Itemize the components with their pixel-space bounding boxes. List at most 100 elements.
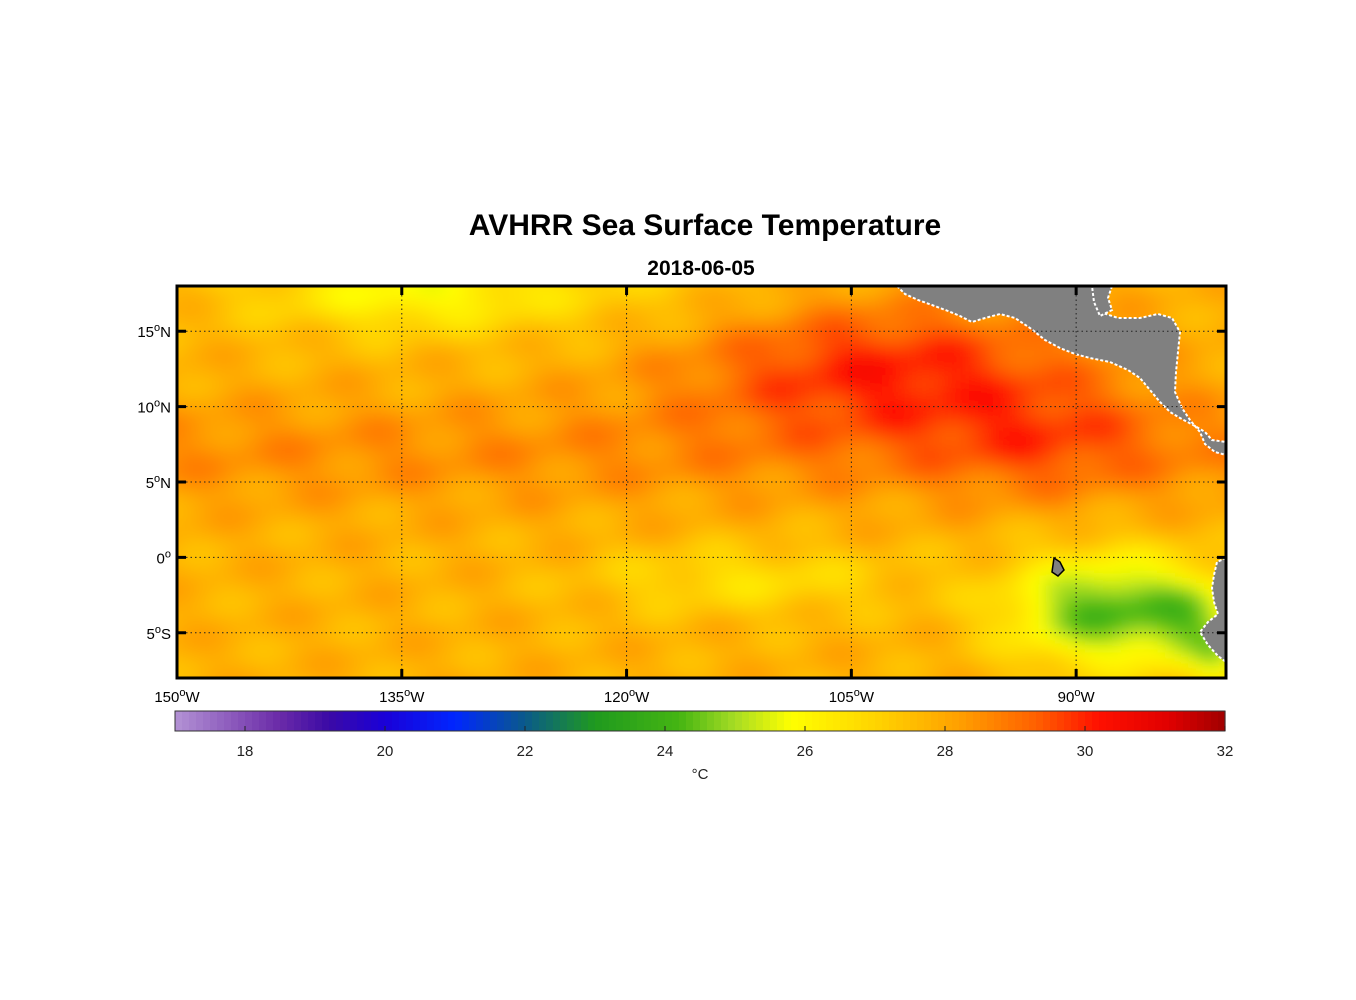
sst-cell — [932, 466, 943, 477]
sst-cell — [743, 421, 754, 432]
sst-cell — [923, 430, 934, 441]
sst-cell — [284, 439, 295, 450]
sst-cell — [536, 403, 547, 414]
sst-cell — [716, 566, 727, 577]
sst-cell — [1193, 268, 1203, 278]
sst-cell — [383, 376, 394, 387]
sst-cell — [608, 403, 619, 414]
sst-cell — [186, 286, 196, 296]
sst-cell — [761, 494, 772, 505]
sst-cell — [869, 494, 880, 505]
sst-cell — [1202, 268, 1212, 278]
sst-cell — [680, 286, 691, 296]
sst-cell — [680, 611, 691, 622]
sst-cell — [356, 340, 367, 351]
sst-cell — [923, 376, 934, 387]
sst-cell — [806, 457, 817, 468]
sst-cell — [1076, 385, 1087, 396]
sst-cell — [599, 466, 610, 477]
sst-cell — [365, 638, 376, 649]
sst-cell — [338, 466, 349, 477]
sst-cell — [437, 485, 448, 495]
sst-cell — [275, 548, 286, 559]
sst-cell — [392, 638, 403, 649]
sst-cell — [195, 566, 205, 577]
sst-cell — [1211, 548, 1221, 559]
sst-cell — [770, 412, 781, 423]
sst-cell — [635, 620, 646, 631]
sst-cell — [320, 313, 331, 324]
sst-cell — [1193, 494, 1203, 505]
sst-cell — [527, 575, 538, 586]
sst-cell — [536, 602, 547, 613]
sst-cell — [1238, 295, 1248, 305]
sst-cell — [275, 313, 286, 324]
sst-cell — [635, 367, 646, 378]
sst-cell — [1031, 548, 1042, 559]
sst-cell — [1139, 548, 1150, 559]
sst-cell — [204, 376, 214, 387]
sst-cell — [608, 367, 619, 378]
sst-cell — [257, 457, 268, 468]
sst-cell — [797, 512, 808, 523]
sst-cell — [671, 457, 682, 468]
sst-cell — [437, 512, 448, 523]
sst-cell — [1166, 494, 1177, 505]
sst-cell — [284, 566, 295, 577]
sst-cell — [384, 268, 394, 278]
sst-cell — [653, 466, 664, 477]
sst-cell — [923, 457, 934, 468]
sst-cell — [761, 602, 772, 613]
sst-cell — [671, 629, 682, 640]
sst-cell — [1130, 304, 1141, 315]
sst-cell — [284, 286, 295, 296]
sst-cell — [204, 575, 214, 586]
sst-cell — [941, 268, 951, 278]
sst-cell — [752, 448, 763, 459]
sst-cell — [887, 548, 898, 559]
sst-cell — [1022, 367, 1033, 378]
sst-cell — [437, 457, 448, 468]
sst-cell — [365, 376, 376, 387]
sst-cell — [464, 466, 475, 477]
sst-cell — [824, 367, 835, 378]
sst-cell — [401, 530, 412, 541]
sst-cell — [608, 503, 619, 514]
sst-cell — [554, 611, 565, 622]
sst-cell — [1103, 494, 1114, 505]
sst-cell — [1031, 394, 1042, 405]
sst-cell — [464, 394, 475, 405]
sst-cell — [356, 322, 367, 333]
sst-cell — [266, 602, 277, 613]
sst-cell — [1130, 466, 1141, 477]
sst-cell — [1067, 575, 1078, 586]
sst-cell — [887, 403, 898, 414]
sst-cell — [941, 602, 952, 613]
sst-cell — [204, 322, 214, 333]
sst-cell — [923, 358, 934, 369]
sst-cell — [527, 593, 538, 604]
sst-cell — [536, 593, 547, 604]
sst-cell — [644, 331, 655, 342]
sst-cell — [698, 611, 709, 622]
sst-cell — [1229, 621, 1239, 631]
sst-cell — [320, 466, 331, 477]
sst-cell — [302, 575, 313, 586]
sst-cell — [554, 304, 565, 315]
sst-cell — [222, 485, 232, 495]
sst-cell — [806, 394, 817, 405]
sst-cell — [1067, 593, 1078, 604]
sst-cell — [878, 358, 889, 369]
sst-cell — [869, 439, 880, 450]
sst-cell — [392, 620, 403, 631]
sst-cell — [1148, 602, 1159, 613]
sst-cell — [608, 286, 619, 296]
sst-cell — [437, 385, 448, 396]
sst-cell — [455, 466, 466, 477]
sst-cell — [932, 394, 943, 405]
sst-cell — [617, 367, 628, 378]
sst-cell — [932, 322, 943, 333]
sst-cell — [204, 448, 214, 459]
sst-cell — [851, 394, 862, 405]
sst-cell — [464, 403, 475, 414]
